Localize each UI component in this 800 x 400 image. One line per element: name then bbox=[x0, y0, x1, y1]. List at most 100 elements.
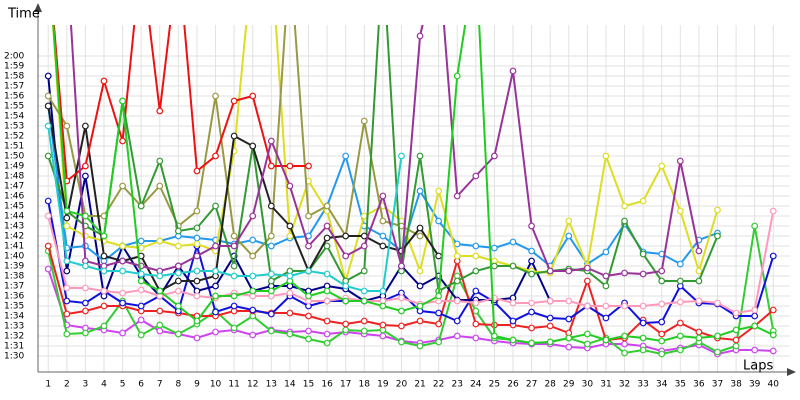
data-point bbox=[44, 212, 52, 220]
data-point bbox=[249, 92, 257, 100]
data-point bbox=[491, 332, 498, 340]
data-point bbox=[286, 309, 294, 317]
data-point bbox=[676, 207, 684, 215]
data-point bbox=[565, 315, 573, 323]
data-point bbox=[491, 152, 498, 160]
data-point bbox=[509, 262, 517, 270]
data-point bbox=[398, 307, 405, 315]
data-point bbox=[63, 284, 71, 292]
data-point bbox=[435, 320, 443, 328]
data-point bbox=[658, 267, 666, 275]
data-point bbox=[416, 32, 424, 40]
series-line bbox=[47, 268, 774, 356]
data-point bbox=[714, 232, 721, 240]
data-point bbox=[621, 217, 628, 225]
y-tick-label: 1:42 bbox=[4, 232, 24, 242]
data-point bbox=[267, 310, 275, 318]
data-point bbox=[565, 267, 573, 275]
data-point bbox=[174, 227, 182, 235]
data-point bbox=[602, 152, 610, 160]
data-point bbox=[658, 162, 666, 170]
data-point bbox=[491, 262, 498, 270]
data-point bbox=[416, 282, 424, 290]
data-point bbox=[546, 297, 554, 305]
y-tick-label: 2:00 bbox=[4, 52, 24, 62]
y-arrow bbox=[34, 3, 42, 12]
data-point bbox=[658, 318, 666, 326]
data-point bbox=[323, 287, 331, 295]
data-point bbox=[174, 262, 182, 270]
y-tick-label: 1:54 bbox=[4, 112, 24, 122]
data-point bbox=[82, 122, 89, 130]
x-tick-label: 3 bbox=[83, 380, 89, 390]
data-point bbox=[714, 348, 721, 356]
data-point bbox=[249, 287, 257, 295]
data-point bbox=[63, 297, 71, 305]
data-point bbox=[286, 330, 294, 338]
data-point bbox=[379, 192, 387, 200]
data-point bbox=[360, 317, 368, 325]
data-point bbox=[509, 299, 517, 307]
data-point bbox=[230, 132, 238, 140]
y-tick-label: 1:48 bbox=[4, 172, 24, 182]
data-point bbox=[602, 272, 610, 280]
data-point bbox=[286, 272, 294, 280]
data-point bbox=[583, 340, 591, 348]
y-tick-label: 1:51 bbox=[4, 142, 24, 152]
data-point bbox=[769, 207, 777, 215]
data-point bbox=[360, 242, 368, 250]
data-point bbox=[156, 287, 164, 295]
data-point bbox=[751, 312, 759, 320]
series-line bbox=[47, 225, 775, 356]
x-tick-label: 26 bbox=[507, 380, 519, 390]
data-point bbox=[342, 232, 350, 240]
data-point bbox=[63, 267, 71, 275]
data-point bbox=[249, 306, 257, 314]
data-point bbox=[137, 286, 145, 294]
data-point bbox=[119, 242, 126, 250]
data-point bbox=[212, 152, 219, 160]
y-axis-title: Time bbox=[7, 7, 40, 22]
data-point bbox=[621, 349, 628, 357]
data-point bbox=[416, 187, 424, 195]
data-point bbox=[156, 307, 164, 315]
y-tick-label: 1:45 bbox=[4, 202, 24, 212]
data-point bbox=[398, 152, 405, 160]
data-point bbox=[230, 324, 238, 332]
data-point bbox=[137, 270, 145, 278]
series-line bbox=[47, 105, 440, 293]
data-point bbox=[472, 307, 480, 315]
data-point bbox=[156, 321, 164, 329]
data-point bbox=[453, 252, 461, 260]
x-tick-label: 39 bbox=[749, 380, 761, 390]
x-tick-label: 2 bbox=[64, 380, 70, 390]
data-point bbox=[751, 306, 759, 314]
data-point bbox=[137, 316, 145, 324]
data-point bbox=[695, 267, 703, 275]
data-point bbox=[379, 242, 387, 250]
y-tick-label: 1:52 bbox=[4, 132, 24, 142]
data-point bbox=[100, 252, 108, 260]
y-tick-label: 1:57 bbox=[4, 82, 24, 92]
data-point bbox=[193, 292, 201, 300]
data-point bbox=[174, 302, 182, 310]
data-point bbox=[342, 297, 350, 305]
data-point bbox=[82, 172, 89, 180]
data-point bbox=[82, 299, 89, 307]
data-point bbox=[342, 252, 350, 260]
data-point bbox=[676, 319, 684, 327]
data-point bbox=[323, 317, 331, 325]
series-line bbox=[52, 25, 309, 183]
x-arrow bbox=[787, 368, 796, 376]
y-tick-label: 1:39 bbox=[4, 262, 24, 272]
data-point bbox=[379, 287, 387, 295]
data-point bbox=[82, 162, 89, 170]
data-point bbox=[639, 302, 647, 310]
data-point bbox=[695, 334, 703, 342]
data-point bbox=[379, 332, 387, 340]
x-tick-label: 14 bbox=[284, 380, 296, 390]
y-tick-label: 1:40 bbox=[4, 252, 24, 262]
data-point bbox=[416, 317, 424, 325]
data-point bbox=[621, 269, 628, 277]
data-point bbox=[732, 309, 740, 317]
